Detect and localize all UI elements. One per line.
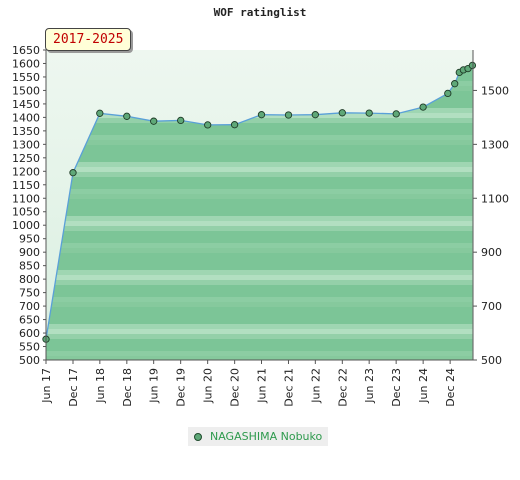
period-label: 2017-2025 (45, 28, 132, 51)
y-right-tick-label: 700 (481, 300, 502, 313)
y-left-tick-label: 550 (19, 341, 40, 354)
y-left-tick-label: 700 (19, 300, 40, 313)
x-tick-label: Dec 23 (390, 368, 403, 407)
x-tick-label: Dec 20 (229, 368, 242, 407)
y-right-tick-label: 1100 (481, 192, 509, 205)
x-tick-label: Jun 17 (40, 368, 53, 404)
area-fill (46, 65, 473, 361)
x-tick-label: Jun 19 (148, 368, 161, 404)
data-point (230, 121, 239, 129)
y-left-tick-label: 600 (19, 327, 40, 340)
y-left-tick-label: 1300 (12, 138, 40, 151)
x-tick-label: Jun 18 (94, 368, 107, 404)
y-right-tick-label: 1300 (481, 138, 509, 151)
y-left-tick-label: 1000 (12, 219, 40, 232)
y-left-tick-label: 1350 (12, 125, 40, 138)
data-point (284, 111, 293, 119)
data-point (257, 111, 266, 119)
data-point (444, 89, 452, 98)
data-point (123, 112, 131, 120)
x-tick-label: Jun 23 (363, 368, 376, 404)
y-right-tick-label: 500 (481, 354, 502, 367)
data-point (419, 103, 427, 111)
y-left-tick-label: 1250 (12, 152, 40, 165)
y-left-tick-label: 1500 (12, 84, 40, 97)
y-left-tick-label: 900 (19, 246, 40, 259)
data-point (338, 109, 346, 117)
data-point (177, 116, 185, 125)
y-left-tick-label: 1550 (12, 71, 40, 84)
x-tick-label: Dec 17 (67, 368, 80, 407)
y-left-tick-label: 500 (19, 354, 40, 367)
y-right-tick-label: 900 (481, 246, 502, 259)
axes: 5005506006507007508008509009501000105011… (12, 44, 509, 407)
data-point (311, 111, 319, 119)
y-left-tick-label: 1400 (12, 111, 40, 124)
data-point (96, 109, 104, 117)
data-point (451, 80, 459, 88)
y-left-tick-label: 1050 (12, 206, 40, 219)
x-tick-label: Dec 21 (282, 368, 295, 407)
x-tick-label: Jun 24 (417, 368, 430, 404)
data-point (468, 61, 477, 70)
y-left-tick-label: 1100 (12, 192, 40, 205)
legend: NAGASHIMA Nobuko (188, 427, 329, 446)
x-tick-label: Dec 18 (121, 368, 134, 407)
data-point (69, 169, 77, 177)
y-left-tick-label: 1450 (12, 98, 40, 111)
plot-area (42, 50, 477, 361)
x-tick-label: Jun 20 (202, 368, 215, 404)
data-point (150, 117, 158, 125)
x-tick-label: Jun 21 (255, 368, 268, 404)
y-left-tick-label: 1150 (12, 179, 40, 192)
legend-marker (194, 432, 202, 441)
chart-title: WOF ratinglist (213, 6, 307, 19)
y-left-tick-label: 750 (19, 287, 40, 300)
x-tick-label: Dec 19 (175, 368, 188, 407)
y-left-tick-label: 800 (19, 273, 40, 286)
x-tick-label: Jun 22 (309, 368, 322, 404)
y-left-tick-label: 1600 (12, 57, 40, 70)
data-point (204, 121, 212, 129)
legend-series-name: NAGASHIMA Nobuko (210, 430, 323, 443)
y-left-tick-label: 1650 (12, 44, 40, 57)
y-left-tick-label: 1200 (12, 165, 40, 178)
y-right-tick-label: 1500 (481, 84, 509, 97)
x-tick-label: Dec 22 (336, 368, 349, 407)
y-left-tick-label: 650 (19, 314, 40, 327)
y-left-tick-label: 950 (19, 233, 40, 246)
y-left-tick-label: 850 (19, 260, 40, 273)
data-point (365, 109, 373, 117)
data-point (392, 110, 400, 118)
x-tick-label: Dec 24 (444, 368, 457, 407)
